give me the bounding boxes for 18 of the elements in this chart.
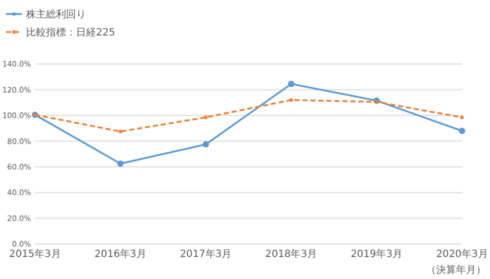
x-tick-label: 2020年3月 [436,248,488,260]
point [289,98,293,102]
point [117,160,124,167]
x-tick-label: 2019年3月 [350,248,403,260]
x-tick-label: 2018年3月 [265,248,318,260]
point [460,116,464,120]
point [458,128,466,134]
x-tick-label: 2017年3月 [180,248,232,260]
x-tick-label: 2015年3月 [9,248,61,260]
x-axis-title: （決算年月） [426,264,486,276]
legend-label: 株主総利回り [25,8,86,20]
point [374,100,378,104]
point [118,130,122,134]
point [202,141,209,148]
point [288,80,294,88]
legend-label: 比較指標：日経225 [26,26,116,38]
point [204,116,208,120]
x-tick-label: 2016年3月 [94,248,146,260]
